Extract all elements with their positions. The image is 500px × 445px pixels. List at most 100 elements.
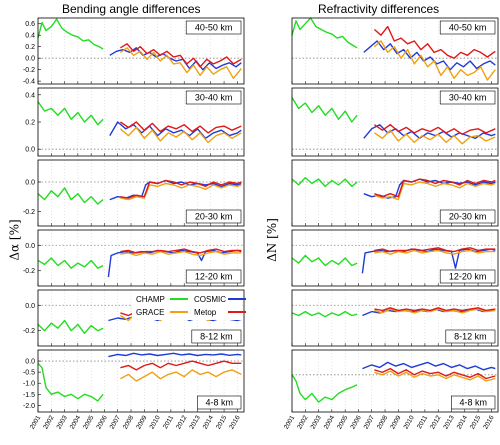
x-tick-label: 2006 [95,414,108,430]
panel-refractivity-8-12km: 8-12 km [291,289,499,347]
series-line-metop [374,123,496,135]
altitude-label: 40-50 km [195,23,233,33]
x-tick-label: 2008 [122,414,135,430]
x-tick-label: 2002 [296,414,309,430]
series-line-grace [120,182,242,201]
series-line-metop [120,121,242,134]
x-tick-label: 2003 [310,414,323,430]
y-tick-label: -0.5 [23,370,35,377]
panel-frame [37,289,245,347]
y-tick-label: 0.2 [25,44,35,51]
panel-bending-12-20km: -0.2 0.0 12-20 km [23,229,245,287]
series-line-metop [374,178,496,198]
x-tick-label: 2012 [175,414,188,430]
series-line-metop [374,307,496,312]
altitude-label: 40-50 km [449,23,487,33]
x-tick-label: 2007 [109,414,122,430]
series-line-champ [291,254,358,267]
series-line-metop [120,179,242,199]
x-tick-label: 2008 [376,414,389,430]
series-line-champ [37,187,104,205]
altitude-label-box [439,269,496,284]
x-tick-label: 2007 [363,414,376,430]
altitude-label-box [185,90,242,105]
series-line-champ [291,17,358,49]
x-tick-label: 2002 [42,414,55,430]
altitude-label: 4-8 km [205,398,233,408]
x-tick-label: 2010 [149,414,162,430]
panel-frame [291,87,499,157]
x-tick-label: 2014 [202,414,215,430]
y-tick-label: -1.5 [23,392,35,399]
series-line-grace [119,47,242,80]
x-tick-label: 2015 [469,414,482,430]
y-tick-label: 0.0 [25,359,35,366]
altitude-label-box [191,329,242,344]
panel-refractivity-40-50km: 40-50 km [291,17,499,85]
series-line-champ [37,319,104,334]
altitude-label-box [439,90,496,105]
y-tick-label: -0.2 [23,328,35,335]
altitude-label: 30-40 km [195,93,233,103]
altitude-label-box [185,20,242,35]
series-line-metop [374,367,496,380]
y-tick-label: 0.4 [25,33,35,40]
series-line-metop [120,43,242,68]
altitude-label-box [451,395,496,410]
x-tick-label: 2005 [336,414,349,430]
altitude-label: 20-30 km [449,212,487,222]
series-line-champ [37,101,104,126]
y-tick-label: 0.6 [25,21,35,28]
x-tick-label: 2011 [162,414,175,430]
series-line-grace [374,370,496,382]
altitude-label: 12-20 km [449,272,487,282]
y-tick-label: -0.2 [23,209,35,216]
legend-label-champ: CHAMP [136,295,165,304]
series-line-champ [291,310,358,318]
series-line-champ [291,97,358,123]
x-tick-label: 2004 [69,414,82,430]
x-tick-label: 2013 [188,414,201,430]
x-tick-label: 2003 [56,414,69,430]
altitude-label-box [439,20,496,35]
y-tick-label: 0.0 [25,303,35,310]
x-tick-label: 2010 [403,414,416,430]
y-tick-label: -0.2 [23,268,35,275]
y-tick-label: -0.2 [23,67,35,74]
panel-bending-20-30km: -0.2 0.0 20-30 km [23,159,245,227]
y-tick-label: 0.0 [25,56,35,63]
series-line-grace [374,129,496,145]
x-tick-label: 2005 [82,414,95,430]
panel-bending-30-40km: 0.0 0.2 0.4 30-40 km [25,87,245,157]
series-line-cosmic [362,361,496,371]
series-line-champ [37,362,104,402]
left-column-title: Bending angle differences [62,2,201,16]
y-tick-label: 0.4 [25,92,35,99]
altitude-label: 30-40 km [449,93,487,103]
series-line-cosmic [109,121,242,140]
altitude-label-box [197,395,242,410]
panel-frame [291,349,499,413]
panel-frame [37,349,245,413]
x-tick-label: 2001 [283,414,296,430]
legend-label-grace: GRACE [136,308,164,317]
panel-frame [37,229,245,287]
panel-bending-40-50km: -0.4 -0.2 0.0 0.2 0.4 0.6 40-50 km [23,17,245,86]
x-tick-label: 2016 [482,414,495,430]
y-tick-label: 0.0 [25,147,35,154]
series-line-cosmic [108,352,242,358]
y-tick-label: 0.2 [25,120,35,127]
y-tick-label: 0.0 [25,180,35,187]
altitude-label-box [185,269,242,284]
legend-label-metop: Metop [194,308,217,317]
series-line-cosmic [363,123,496,140]
panel-frame [37,17,245,85]
altitude-label: 4-8 km [459,398,487,408]
x-tick-label: 2009 [389,414,402,430]
series-line-cosmic [363,178,496,199]
altitude-label: 8-12 km [200,332,233,342]
series-line-grace [119,126,242,144]
panel-frame [291,229,499,287]
panel-refractivity-12-20km: 12-20 km [291,229,499,287]
